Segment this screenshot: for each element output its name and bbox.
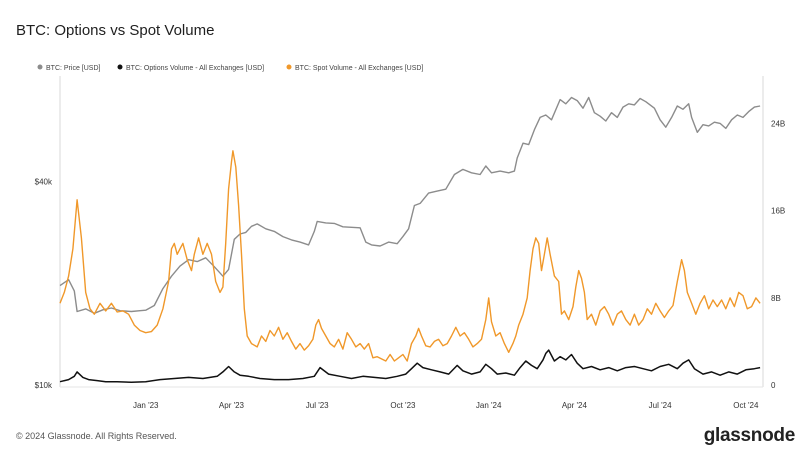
y-right-tick-label: 24B: [771, 120, 785, 129]
legend-marker-spot: [286, 64, 292, 70]
y-left-tick-label: $10k: [35, 381, 53, 390]
y-right-tick-label: 16B: [771, 207, 785, 216]
x-axis-ticks: Jan '23 Apr '23 Jul '23 Oct '23 Jan '24 Apr '…: [133, 401, 759, 410]
y-right-tick-label: 8B: [771, 294, 781, 303]
footer-copyright: © 2024 Glassnode. All Rights Reserved.: [16, 431, 177, 441]
series-line-spot-volume: [59, 150, 761, 362]
plot-area: [59, 76, 764, 388]
y-right-axis-ticks: 0 8B 16B 24B: [771, 120, 785, 390]
x-tick-label: Apr '23: [219, 401, 245, 410]
x-tick-label: Jan '23: [133, 401, 159, 410]
x-tick-label: Oct '24: [733, 401, 759, 410]
x-tick-label: Apr '24: [562, 401, 588, 410]
legend-item-options-volume[interactable]: BTC: Options Volume - All Exchanges [USD…: [126, 65, 264, 72]
x-tick-label: Jan '24: [476, 401, 502, 410]
y-left-axis-ticks: $10k $40k: [35, 178, 53, 390]
x-tick-label: Oct '23: [390, 401, 416, 410]
legend-marker-options: [117, 64, 123, 70]
y-left-tick-label: $40k: [35, 178, 53, 187]
glassnode-logo: glassnode: [704, 425, 795, 446]
legend: BTC: Price [USD] BTC: Options Volume - A…: [37, 64, 423, 72]
x-tick-label: Jul '23: [306, 401, 329, 410]
legend-marker-price: [37, 64, 43, 70]
series-line-price: [59, 96, 761, 314]
series-line-options-volume: [59, 349, 761, 384]
chart-title: BTC: Options vs Spot Volume: [16, 22, 214, 39]
x-tick-label: Jul '24: [649, 401, 672, 410]
legend-item-spot-volume[interactable]: BTC: Spot Volume - All Exchanges [USD]: [295, 65, 423, 72]
legend-item-price[interactable]: BTC: Price [USD]: [46, 65, 101, 72]
y-right-tick-label: 0: [771, 381, 776, 390]
